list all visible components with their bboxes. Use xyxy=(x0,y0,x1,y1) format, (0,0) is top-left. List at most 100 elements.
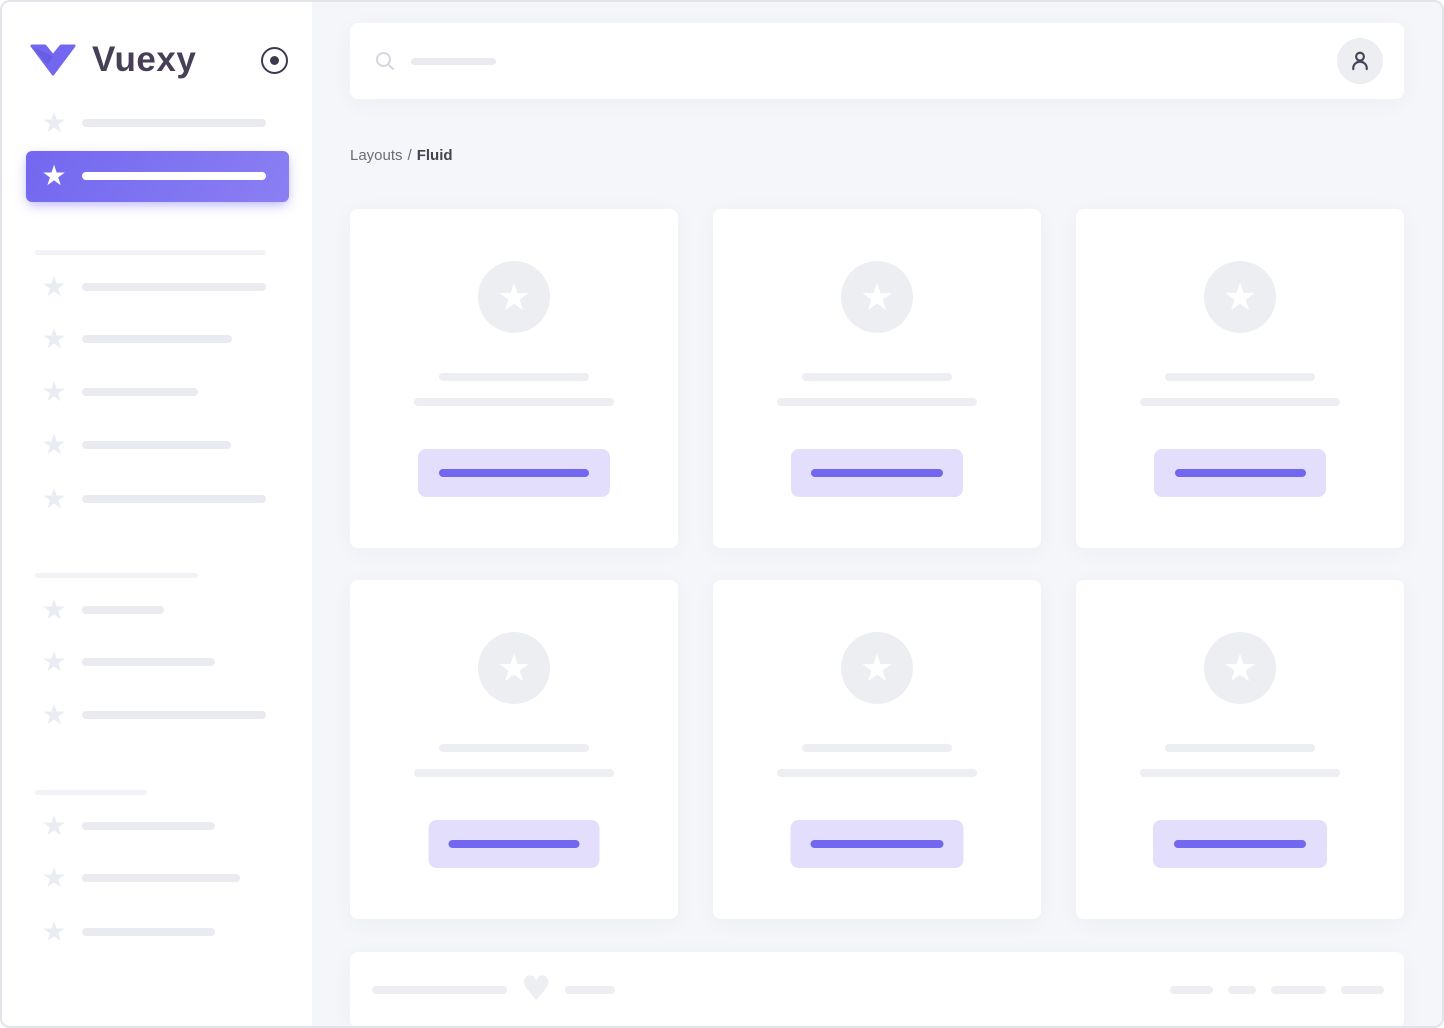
star-icon: ★ xyxy=(1222,646,1258,690)
text-line-skeleton xyxy=(439,373,589,381)
button-label-skeleton xyxy=(1174,840,1306,848)
text-line-skeleton xyxy=(414,769,614,777)
menu-label-skeleton xyxy=(82,606,164,614)
card-button-skeleton[interactable] xyxy=(1153,820,1327,868)
skeleton-card: ★ xyxy=(713,580,1041,919)
star-icon: ★ xyxy=(41,375,67,408)
breadcrumb-current: Fluid xyxy=(416,147,453,164)
card-button-skeleton[interactable] xyxy=(418,449,610,497)
menu-label-skeleton xyxy=(82,822,215,830)
star-icon: ★ xyxy=(496,275,532,319)
footer-text-skeleton xyxy=(565,986,616,994)
star-icon: ★ xyxy=(41,593,67,626)
star-icon: ★ xyxy=(41,159,67,192)
heart-icon: ♥ xyxy=(521,969,552,1009)
menu-label-skeleton xyxy=(82,495,266,503)
sidebar-item[interactable]: ★ xyxy=(26,479,289,519)
button-label-skeleton xyxy=(439,469,589,477)
menu-label-skeleton xyxy=(82,119,266,127)
star-icon: ★ xyxy=(41,322,67,355)
menu-label-skeleton xyxy=(82,172,266,180)
star-icon: ★ xyxy=(41,861,67,894)
search-input[interactable] xyxy=(374,23,496,99)
sidebar-item[interactable]: ★ xyxy=(26,425,289,465)
skeleton-card: ★ xyxy=(350,580,678,919)
text-line-skeleton xyxy=(1165,744,1315,752)
brand-logo[interactable]: Vuexy xyxy=(30,40,196,80)
text-line-skeleton xyxy=(439,744,589,752)
breadcrumb-separator: / xyxy=(407,147,412,164)
radio-dot-icon xyxy=(270,56,279,65)
sidebar-pin-toggle[interactable] xyxy=(261,47,288,74)
star-icon: ★ xyxy=(41,482,67,515)
card-button-skeleton[interactable] xyxy=(791,449,963,497)
star-icon: ★ xyxy=(496,646,532,690)
sidebar-item[interactable]: ★ xyxy=(26,806,289,846)
footer-left-group: ♥ xyxy=(372,952,616,1026)
skeleton-card: ★ xyxy=(1076,209,1404,548)
star-icon: ★ xyxy=(41,915,67,948)
menu-label-skeleton xyxy=(82,658,215,666)
menu-label-skeleton xyxy=(82,711,266,719)
sidebar-item[interactable]: ★ xyxy=(26,372,289,412)
search-placeholder-skeleton xyxy=(411,57,496,65)
main-content: Layouts / Fluid ★ ★ ★ ★ ★ ★ ♥ xyxy=(312,2,1442,1026)
star-icon: ★ xyxy=(41,106,67,139)
menu-label-skeleton xyxy=(82,441,231,449)
text-line-skeleton xyxy=(777,769,977,777)
image-placeholder-circle: ★ xyxy=(478,632,550,704)
sidebar-item[interactable]: ★ xyxy=(26,319,289,359)
star-icon: ★ xyxy=(41,645,67,678)
text-line-skeleton xyxy=(414,398,614,406)
sidebar-menu: ★ ★ ★ ★ ★ ★ ★ ★ ★ ★ ★ ★ ★ xyxy=(2,2,312,1026)
sidebar-item[interactable]: ★ xyxy=(26,103,289,143)
person-icon xyxy=(1352,51,1368,71)
footer-link-skeleton xyxy=(1271,986,1326,994)
image-placeholder-circle: ★ xyxy=(841,261,913,333)
text-line-skeleton xyxy=(1140,769,1340,777)
button-label-skeleton xyxy=(811,469,943,477)
sidebar-item[interactable]: ★ xyxy=(26,590,289,630)
skeleton-card: ★ xyxy=(350,209,678,548)
text-line-skeleton xyxy=(802,744,952,752)
card-button-skeleton[interactable] xyxy=(428,820,600,868)
card-button-skeleton[interactable] xyxy=(790,820,964,868)
sidebar-item[interactable]: ★ xyxy=(26,695,289,735)
skeleton-card: ★ xyxy=(1076,580,1404,919)
image-placeholder-circle: ★ xyxy=(478,261,550,333)
image-placeholder-circle: ★ xyxy=(1204,261,1276,333)
sidebar-item[interactable]: ★ xyxy=(26,642,289,682)
text-line-skeleton xyxy=(1140,398,1340,406)
sidebar-item[interactable]: ★ xyxy=(26,858,289,898)
menu-label-skeleton xyxy=(82,874,240,882)
breadcrumb: Layouts / Fluid xyxy=(350,147,453,164)
sidebar: Vuexy ★ ★ ★ ★ ★ ★ ★ ★ ★ ★ ★ ★ ★ xyxy=(2,2,312,1026)
breadcrumb-link-layouts[interactable]: Layouts xyxy=(350,147,403,164)
menu-label-skeleton xyxy=(82,335,232,343)
star-icon: ★ xyxy=(41,809,67,842)
footer-link-skeleton xyxy=(1341,986,1384,994)
image-placeholder-circle: ★ xyxy=(1204,632,1276,704)
footer-link-skeleton xyxy=(1228,986,1256,994)
image-placeholder-circle: ★ xyxy=(841,632,913,704)
user-avatar-button[interactable] xyxy=(1337,38,1383,84)
star-icon: ★ xyxy=(859,275,895,319)
star-icon: ★ xyxy=(41,698,67,731)
brand-name: Vuexy xyxy=(92,40,197,79)
sidebar-item[interactable]: ★ xyxy=(26,912,289,952)
text-line-skeleton xyxy=(777,398,977,406)
text-line-skeleton xyxy=(802,373,952,381)
footer-text-skeleton xyxy=(372,986,507,994)
footer-right-group xyxy=(1170,952,1384,1026)
sidebar-item[interactable]: ★ xyxy=(26,267,289,307)
skeleton-card: ★ xyxy=(713,209,1041,548)
sidebar-section-divider-skeleton xyxy=(35,249,266,255)
button-label-skeleton xyxy=(448,840,580,848)
menu-label-skeleton xyxy=(82,928,215,936)
sidebar-section-divider-skeleton xyxy=(35,789,147,795)
card-button-skeleton[interactable] xyxy=(1154,449,1326,497)
sidebar-item-active[interactable]: ★ xyxy=(26,150,289,202)
top-navbar xyxy=(350,23,1404,99)
button-label-skeleton xyxy=(810,840,944,848)
